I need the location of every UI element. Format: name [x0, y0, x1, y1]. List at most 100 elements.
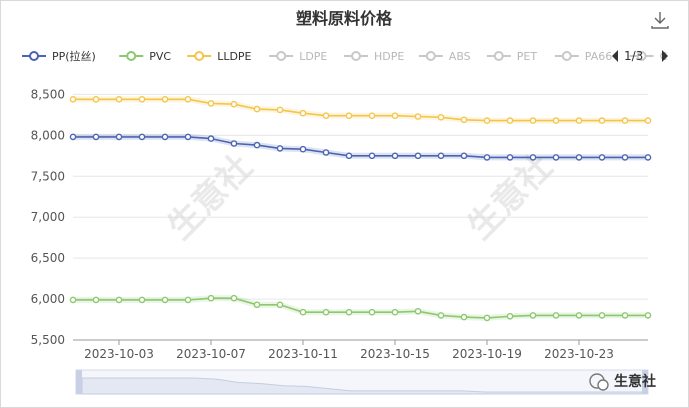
x-tick-label: 2023-10-03 — [84, 347, 154, 361]
data-point[interactable] — [414, 307, 422, 315]
legend-item-0[interactable]: PP(拉丝) — [22, 49, 96, 63]
legend-pager: 1/3 — [612, 49, 668, 63]
data-point[interactable] — [506, 117, 514, 124]
data-point[interactable] — [644, 154, 652, 161]
zoom-handle-right[interactable] — [642, 370, 648, 394]
data-point[interactable] — [184, 133, 192, 141]
data-point[interactable] — [552, 154, 560, 161]
data-point[interactable] — [529, 154, 537, 161]
zoom-handle-left[interactable] — [76, 370, 82, 394]
data-point[interactable] — [138, 133, 146, 141]
data-point[interactable] — [414, 113, 422, 120]
data-point[interactable] — [391, 308, 399, 316]
data-point[interactable] — [391, 152, 399, 160]
data-point[interactable] — [575, 312, 583, 319]
data-point[interactable] — [414, 152, 422, 160]
data-point[interactable] — [299, 109, 307, 117]
data-point[interactable] — [161, 133, 169, 141]
data-point[interactable] — [621, 117, 629, 124]
data-point[interactable] — [598, 312, 606, 319]
data-point[interactable] — [621, 312, 629, 319]
data-point[interactable] — [621, 154, 629, 161]
data-point[interactable] — [253, 141, 261, 149]
download-icon[interactable] — [650, 8, 670, 30]
data-point[interactable] — [161, 296, 169, 304]
data-point[interactable] — [322, 308, 330, 316]
data-point[interactable] — [391, 112, 399, 119]
data-point[interactable] — [69, 296, 77, 304]
data-point[interactable] — [276, 106, 284, 114]
data-point[interactable] — [322, 149, 330, 156]
data-point[interactable] — [138, 96, 146, 103]
data-point[interactable] — [460, 313, 468, 321]
data-point[interactable] — [207, 100, 215, 107]
data-point[interactable] — [483, 154, 491, 161]
legend-item-2[interactable]: LLDPE — [187, 50, 252, 63]
data-point[interactable] — [529, 117, 537, 124]
data-point[interactable] — [92, 96, 100, 103]
legend-item-6[interactable]: PET — [486, 50, 538, 63]
y-tick-label: 6,000 — [31, 292, 65, 306]
data-point[interactable] — [368, 308, 376, 316]
data-point[interactable] — [437, 312, 445, 319]
data-point[interactable] — [184, 296, 192, 304]
legend-item-4[interactable]: HDPE — [344, 50, 404, 63]
data-point[interactable] — [230, 140, 238, 147]
data-point[interactable] — [92, 133, 100, 141]
data-point[interactable] — [322, 112, 330, 119]
data-point[interactable] — [506, 154, 514, 161]
data-point[interactable] — [184, 96, 192, 103]
data-point[interactable] — [115, 296, 123, 304]
legend-label: ABS — [449, 50, 471, 63]
data-point[interactable] — [276, 145, 284, 152]
data-point[interactable] — [299, 145, 307, 153]
data-point[interactable] — [460, 116, 468, 124]
data-point[interactable] — [483, 314, 491, 322]
y-tick-label: 5,500 — [31, 333, 65, 347]
data-point[interactable] — [299, 308, 307, 316]
y-tick-label: 6,500 — [31, 251, 65, 265]
legend-item-7[interactable]: PA66 — [554, 50, 612, 63]
data-point[interactable] — [115, 133, 123, 141]
data-point[interactable] — [253, 105, 261, 113]
data-point[interactable] — [207, 294, 215, 302]
data-point[interactable] — [437, 114, 445, 121]
data-point[interactable] — [207, 135, 215, 142]
data-zoom-slider[interactable] — [75, 369, 649, 395]
data-point[interactable] — [552, 117, 560, 124]
data-point[interactable] — [598, 154, 606, 161]
data-point[interactable] — [230, 100, 238, 108]
data-point[interactable] — [253, 301, 261, 309]
grid — [73, 93, 648, 341]
legend-item-1[interactable]: PVC — [119, 50, 171, 63]
data-point[interactable] — [575, 117, 583, 124]
data-point[interactable] — [529, 312, 537, 319]
data-point[interactable] — [161, 96, 169, 103]
data-point[interactable] — [575, 154, 583, 161]
data-point[interactable] — [138, 296, 146, 304]
pager-next-icon[interactable] — [662, 50, 668, 62]
data-point[interactable] — [69, 96, 77, 103]
data-point[interactable] — [345, 112, 353, 119]
data-point[interactable] — [276, 301, 284, 309]
data-point[interactable] — [460, 152, 468, 160]
data-point[interactable] — [644, 312, 652, 319]
data-point[interactable] — [483, 117, 491, 124]
data-point[interactable] — [230, 294, 238, 302]
pager-prev-icon[interactable] — [612, 50, 618, 62]
legend-item-3[interactable]: LDPE — [269, 50, 327, 63]
data-point[interactable] — [598, 117, 606, 124]
data-point[interactable] — [115, 96, 123, 103]
data-point[interactable] — [368, 152, 376, 160]
data-point[interactable] — [345, 152, 353, 160]
data-point[interactable] — [92, 296, 100, 304]
data-point[interactable] — [644, 117, 652, 124]
y-tick-label: 7,500 — [31, 169, 65, 183]
data-point[interactable] — [345, 308, 353, 316]
data-point[interactable] — [552, 312, 560, 319]
data-point[interactable] — [69, 133, 77, 141]
data-point[interactable] — [506, 312, 514, 320]
data-point[interactable] — [368, 112, 376, 119]
legend-item-5[interactable]: ABS — [418, 50, 471, 63]
data-point[interactable] — [437, 152, 445, 160]
